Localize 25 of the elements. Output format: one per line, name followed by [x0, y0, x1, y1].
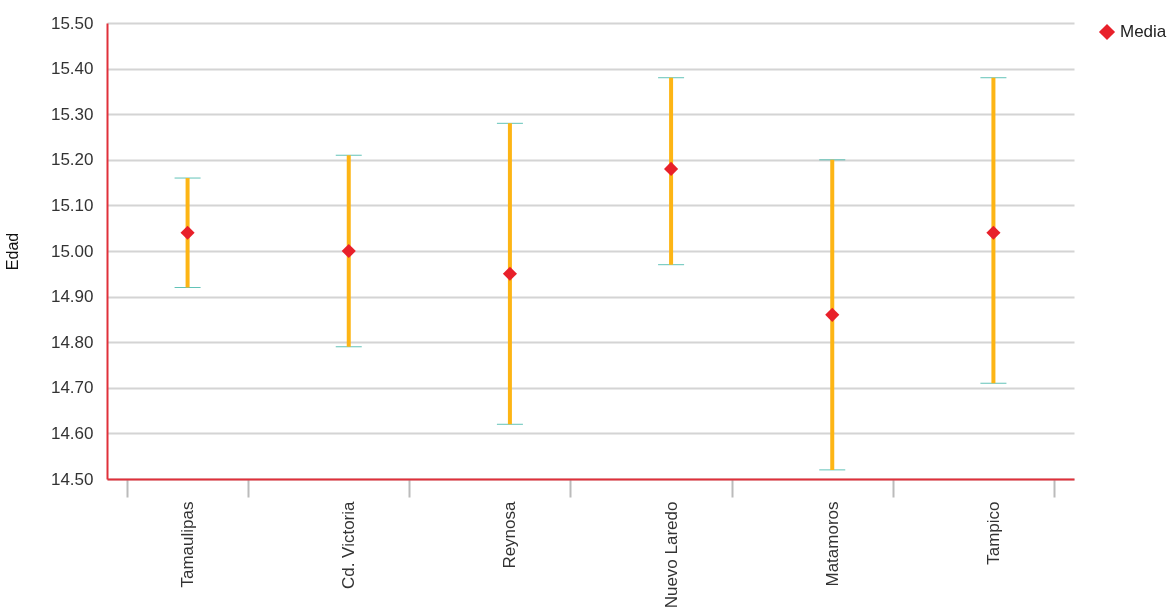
point	[180, 225, 195, 240]
y-tick-label: 15.30	[50, 104, 94, 124]
y-tick-label: 15.00	[50, 241, 94, 261]
y-tick-label: 14.90	[50, 287, 94, 307]
y-tick-label: 14.60	[50, 423, 94, 443]
y-axis-title: Edad	[3, 232, 21, 271]
y-tick-label: 14.80	[50, 332, 94, 352]
point	[502, 266, 517, 281]
legend-label: Media	[1120, 22, 1167, 41]
point	[825, 307, 840, 322]
point	[664, 161, 679, 176]
x-tick-label: Tamaulipas	[178, 501, 198, 588]
x-tick-label: Reynosa	[500, 500, 520, 569]
y-tick-label: 14.70	[50, 378, 94, 398]
point	[341, 243, 356, 259]
point	[986, 225, 1001, 240]
y-tick-label: 15.40	[50, 59, 94, 79]
y-tick-label: 15.20	[50, 150, 94, 170]
x-tick-label: Matamoros	[822, 501, 842, 587]
x-tick-label: Tampico	[983, 501, 1003, 565]
y-tick-label: 14.50	[50, 469, 94, 489]
y-tick-label: 15.50	[50, 13, 94, 33]
x-tick-label: Nuevo Laredo	[661, 501, 681, 609]
y-tick-label: 15.10	[50, 195, 94, 215]
x-tick-label: Cd. Victoria	[339, 500, 359, 590]
